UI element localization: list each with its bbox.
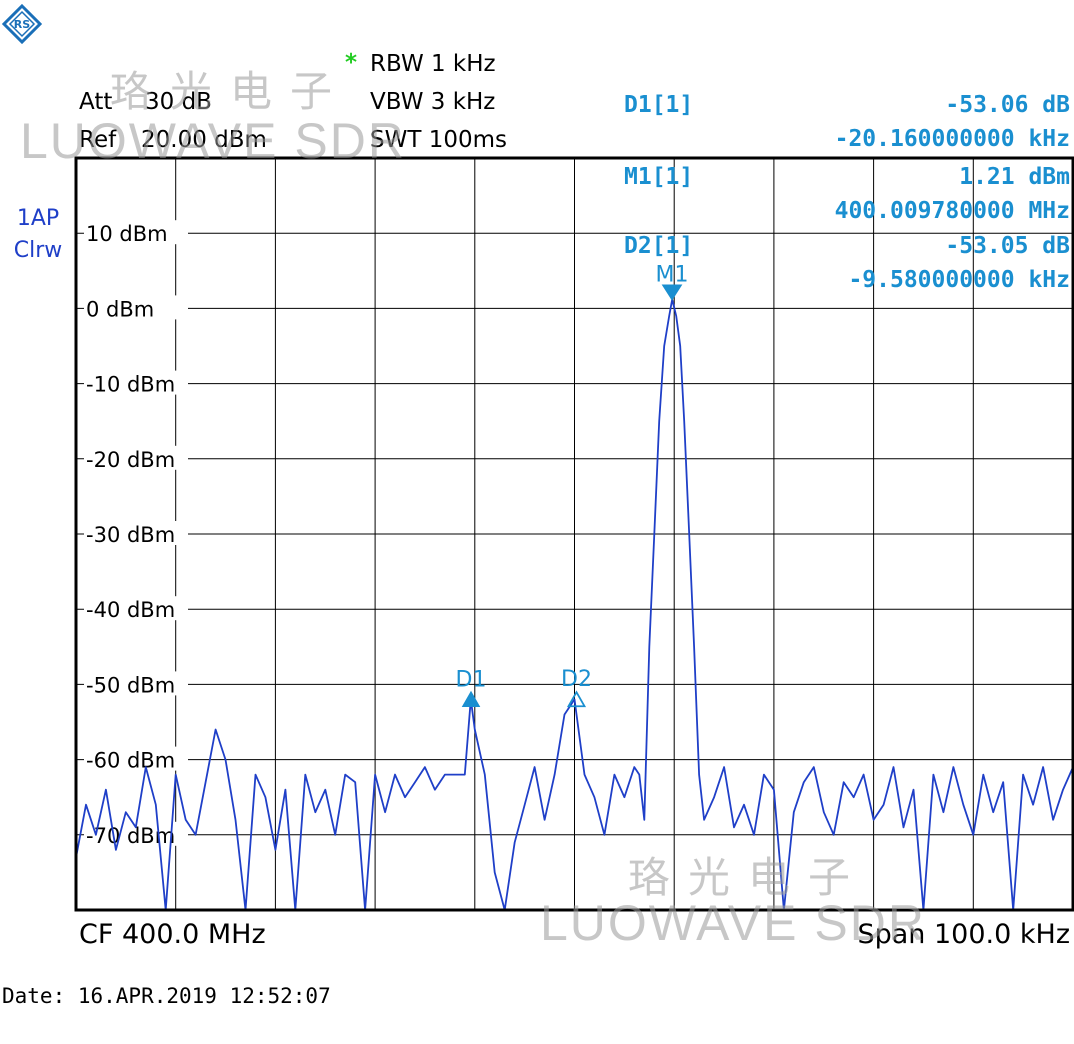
vbw-setting: VBW 3 kHz (370, 89, 496, 115)
y-tick-label: -70 dBm (86, 824, 175, 848)
marker-m1-value: 1.21 dBm (959, 164, 1070, 190)
capture-date: Date: 16.APR.2019 12:52:07 (2, 984, 331, 1008)
grid (76, 158, 1073, 910)
y-tick-label: -50 dBm (86, 673, 175, 697)
ref-value: 20.00 dBm (141, 127, 267, 153)
y-tick-label-bg (84, 671, 188, 696)
trace-line (75, 298, 1074, 911)
y-tick-label-bg (84, 220, 188, 245)
y-tick-label: -40 dBm (86, 598, 175, 622)
marker-d2-value: -53.05 dB (945, 233, 1070, 259)
y-tick-label: 0 dBm (86, 297, 154, 321)
watermark-latin-top: LUOWAVE SDR (20, 113, 406, 169)
marker-d2-name: D2[1] (624, 233, 694, 259)
y-tick-label-bg (84, 521, 188, 545)
y-tick-label-bg (84, 295, 188, 320)
y-tick-label: -10 dBm (86, 373, 175, 397)
y-tick-label: -30 dBm (86, 523, 175, 547)
att-label: Att (79, 89, 113, 115)
marker-d1-position: -20.160000000 kHz (834, 126, 1070, 152)
trace-layer (75, 298, 1074, 911)
y-tick-label: -60 dBm (86, 749, 175, 773)
marker-symbol-d1 (461, 690, 481, 708)
marker-label-d2: D2 (561, 667, 592, 692)
marker-symbol-m1 (661, 284, 683, 301)
y-tick-label-bg (84, 445, 188, 470)
marker-d2-position: -9.580000000 kHz (848, 267, 1070, 293)
y-tick-label: -20 dBm (86, 448, 175, 472)
marker-d1-value: -53.06 dB (945, 92, 1070, 118)
rbw-setting: RBW 1 kHz (370, 51, 496, 77)
ref-label: Ref (79, 127, 117, 153)
y-tick-labels: 10 dBm 0 dBm -10 dBm -20 dBm -30 dBm -40 dBm -… (84, 220, 188, 848)
center-frequency: CF 400.0 MHz (79, 919, 266, 950)
trace-mode-label: Clrw (13, 238, 63, 263)
plot-frame (74, 156, 1074, 912)
marker-m1-name: M1[1] (624, 164, 694, 190)
att-value: 30 dB (145, 89, 212, 115)
watermark-latin-bottom: LUOWAVE SDR (540, 895, 926, 951)
y-tick-label-bg (84, 370, 188, 395)
marker-symbol-d2 (566, 690, 587, 708)
rbw-star-indicator: * (345, 50, 358, 76)
marker-layer: M1 D1 D2 (456, 262, 689, 708)
swt-setting: SWT 100ms (370, 127, 507, 153)
y-tick-label-bg (84, 596, 188, 621)
watermark-chinese-top: 珞光电子 (110, 67, 351, 116)
marker-label-m1: M1 (656, 262, 689, 287)
rohde-schwarz-logo-icon: RS (2, 4, 42, 44)
y-tick-label: 10 dBm (86, 222, 168, 246)
marker-d1-name: D1[1] (624, 92, 694, 118)
marker-m1-position: 400.009780000 MHz (834, 198, 1070, 224)
y-tick-label-bg (84, 746, 188, 771)
trace-detector-label: 1AP (16, 206, 60, 231)
watermark-chinese-bottom: 珞光电子 (628, 853, 869, 902)
svg-text:RS: RS (14, 18, 30, 31)
frequency-span: Span 100.0 kHz (857, 919, 1070, 950)
marker-label-d1: D1 (456, 667, 487, 692)
